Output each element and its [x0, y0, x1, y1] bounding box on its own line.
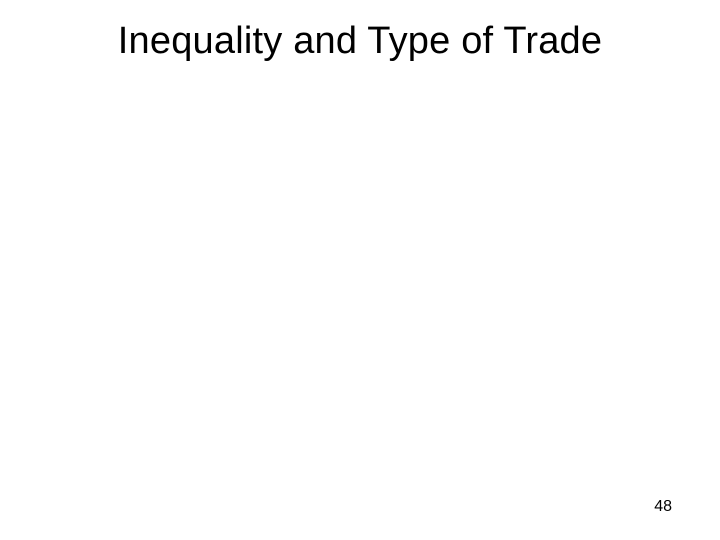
page-number: 48	[654, 498, 672, 516]
slide-container: Inequality and Type of Trade 48	[0, 0, 720, 540]
slide-title: Inequality and Type of Trade	[0, 20, 720, 63]
